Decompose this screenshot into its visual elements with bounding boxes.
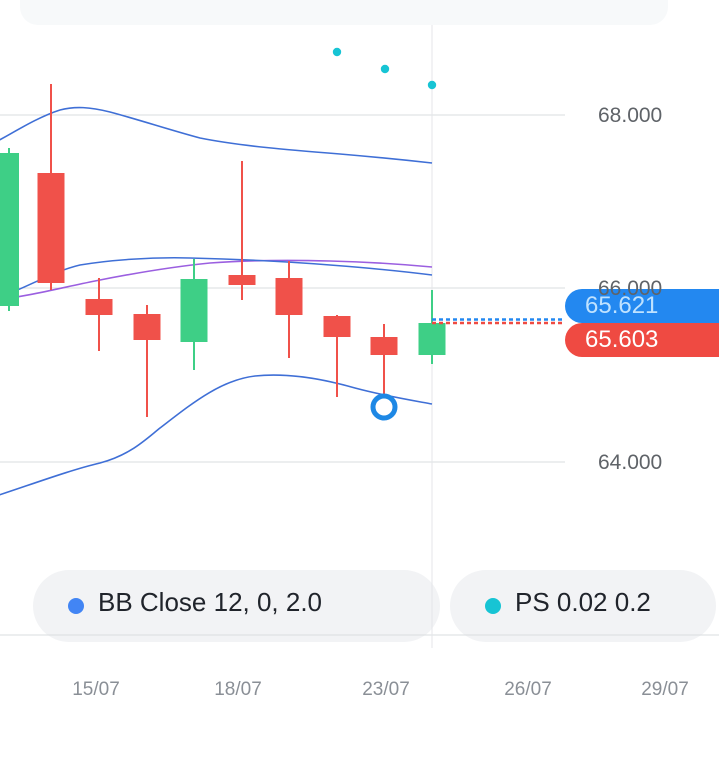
svg-text:29/07: 29/07: [641, 679, 689, 700]
svg-text:64.000: 64.000: [598, 451, 662, 474]
svg-text:26/07: 26/07: [504, 679, 552, 700]
svg-text:68.000: 68.000: [598, 104, 662, 127]
svg-text:23/07: 23/07: [362, 679, 410, 700]
svg-text:18/07: 18/07: [214, 679, 262, 700]
svg-text:66.000: 66.000: [598, 277, 662, 300]
svg-text:15/07: 15/07: [72, 679, 120, 700]
